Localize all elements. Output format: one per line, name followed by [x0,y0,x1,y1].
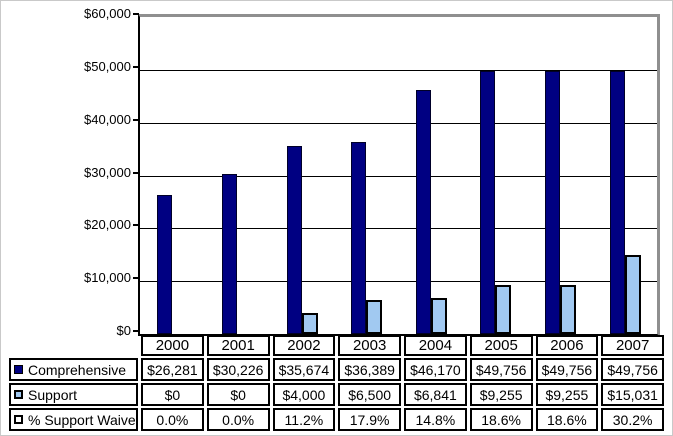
table-value-cell: $9,255 [469,383,533,406]
table-value-cell: $49,756 [535,358,599,381]
table-value-cell: 30.2% [601,408,664,431]
y-axis-tick [133,224,139,227]
table-value-cell: $30,226 [206,358,270,381]
comprehensive-bar [545,71,561,334]
year-header-cell: 2004 [404,335,467,356]
gridline [140,122,657,124]
table-value-cell: $6,841 [404,383,467,406]
table-value-cell: $46,170 [404,358,467,381]
y-axis-tick [133,171,139,174]
table-value-cell: 0.0% [206,408,270,431]
legend-cell: Support [9,383,138,406]
table-value-cell: $6,500 [338,383,401,406]
table-value-cell: 11.2% [272,408,336,431]
y-axis-tick-label: $60,000 [84,6,131,21]
legend-label: % Support Waiver [28,411,138,428]
table-value-cell: $49,756 [601,358,664,381]
y-axis-tick-label: $0 [116,323,131,338]
y-axis-tick [133,330,139,332]
support-bar [495,285,512,334]
support-bar [430,298,447,334]
year-header-cell: 2005 [469,335,533,356]
plot-area [138,14,660,336]
table-value-cell: $4,000 [272,383,336,406]
y-axis-tick [133,118,139,121]
table-value-cell: 17.9% [338,408,401,431]
year-header-cell: 2001 [206,335,270,356]
legend-label: Comprehensive [28,361,127,378]
year-header-cell: 2003 [338,335,401,356]
comprehensive-bar [157,195,173,334]
y-axis-tick [133,65,139,68]
y-axis-tick-label: $20,000 [84,217,131,233]
gridline [140,69,657,71]
year-header-cell: 2006 [535,335,599,356]
table-value-cell: $49,756 [469,358,533,381]
support-bar [366,300,383,334]
table-value-cell: 0.0% [141,408,204,431]
table-value-cell: $35,674 [272,358,336,381]
table-value-cell: $26,281 [141,358,204,381]
legend-swatch-white-square [14,415,23,424]
year-header-cell: 2007 [601,335,664,356]
gridline [140,281,657,283]
comprehensive-bar [609,71,625,334]
year-header-cell: 2002 [272,335,336,356]
support-bar [560,285,577,334]
y-axis-tick [133,277,139,280]
legend-swatch-light-blue-square [14,390,23,399]
table-value-cell: $0 [141,383,204,406]
support-bar [301,313,318,334]
table-value-cell: 14.8% [404,408,467,431]
y-axis-tick-label: $30,000 [84,164,131,180]
table-value-cell: $15,031 [601,383,664,406]
table-value-cell: 18.6% [469,408,533,431]
support-bar [624,255,641,334]
y-axis-tick [133,13,139,15]
legend-label: Support [28,386,78,403]
gridline [140,175,657,177]
comprehensive-bar [480,71,496,334]
gridline [140,228,657,230]
y-axis-tick-label: $40,000 [84,111,131,127]
table-value-cell: $0 [206,383,270,406]
table-value-cell: 18.6% [535,408,599,431]
table-corner-spacer [9,335,138,354]
comprehensive-bar [351,142,367,334]
y-axis-tick-label: $50,000 [84,58,131,74]
legend-cell: % Support Waiver [9,408,138,431]
table-value-cell: $9,255 [535,383,599,406]
table-value-cell: $36,389 [338,358,401,381]
year-header-cell: 2000 [141,335,204,356]
y-axis-tick-label: $10,000 [84,270,131,286]
comprehensive-bar [286,146,302,334]
legend-cell: Comprehensive [9,358,138,381]
data-table: 2000 2001 2002 2003 2004 2005 2006 2007 Comprehe… [9,335,664,431]
legend-swatch-navy-filled-square [14,365,23,374]
comprehensive-bar [221,174,237,334]
comprehensive-bar [415,90,431,334]
